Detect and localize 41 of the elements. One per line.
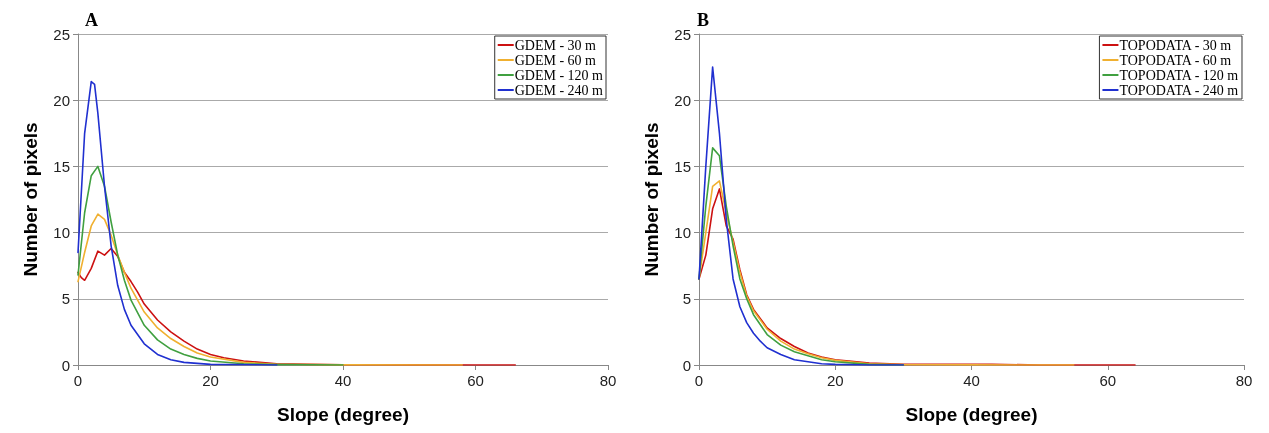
chart-title: A: [85, 10, 98, 30]
x-tick-label: 20: [826, 372, 844, 389]
legend-label: GDEM - 120 m: [514, 67, 604, 83]
y-tick-label: 20: [53, 91, 70, 109]
legend-label: TOPODATA - 30 m: [1119, 37, 1232, 53]
x-axis-title: Slope (degree): [277, 404, 409, 425]
legend-label: TOPODATA - 240 m: [1119, 82, 1239, 98]
y-axis-title: Number of pixels: [20, 122, 41, 277]
y-tick-label: 0: [682, 356, 691, 374]
y-tick-label: 15: [53, 157, 70, 175]
y-tick-label: 5: [682, 290, 691, 308]
line-series: [698, 180, 1075, 366]
y-tick-label: 10: [674, 224, 691, 242]
legend-label: GDEM - 240 m: [514, 82, 604, 98]
x-axis-title: Slope (degree): [905, 404, 1038, 425]
x-tick-label: 80: [1235, 372, 1253, 389]
line-series: [698, 66, 905, 366]
y-tick-label: 5: [61, 290, 70, 308]
y-tick-label: 15: [674, 157, 691, 175]
x-tick-label: 0: [694, 372, 704, 389]
legend-label: GDEM - 60 m: [514, 52, 597, 68]
line-series: [77, 165, 344, 366]
x-tick-label: 0: [73, 372, 83, 389]
legend-label: GDEM - 30 m: [514, 37, 597, 53]
x-tick-label: 60: [467, 372, 484, 389]
x-tick-label: 60: [1099, 372, 1117, 389]
y-axis-title: Number of pixels: [641, 122, 662, 277]
y-tick-label: 25: [674, 25, 691, 43]
legend-label: TOPODATA - 60 m: [1119, 52, 1232, 68]
x-tick-label: 40: [334, 372, 352, 389]
line-series: [77, 80, 278, 366]
y-tick-label: 10: [53, 224, 70, 242]
chart-title: B: [697, 10, 710, 30]
x-tick-label: 40: [963, 372, 980, 389]
line-series: [77, 213, 464, 366]
x-tick-label: 80: [599, 372, 617, 389]
y-tick-label: 20: [674, 91, 691, 109]
y-tick-label: 0: [61, 356, 70, 374]
legend-label: TOPODATA - 120 m: [1119, 67, 1239, 83]
y-tick-label: 25: [53, 25, 70, 43]
x-tick-label: 20: [202, 372, 219, 389]
